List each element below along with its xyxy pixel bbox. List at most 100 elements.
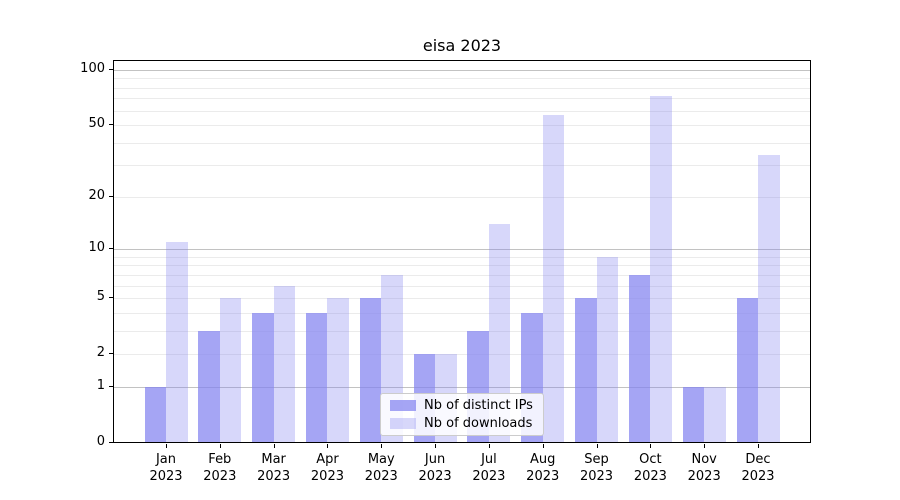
y-tick-50 [109,124,113,126]
y-tick-5 [109,297,113,299]
y-tick-10 [109,248,113,250]
x-tick-year: 2023 [579,469,614,484]
x-tick-mar [273,444,275,448]
bar-distinct-ips-nov [682,386,705,442]
legend-item-distinct-ips: Nb of distinct IPs [390,398,543,413]
bar-downloads-jul [488,224,511,442]
gridline-major-100 [114,69,810,71]
x-tick-month: May [367,452,395,467]
x-tick-label-jun: Jun 2023 [403,451,467,485]
x-tick-year: 2023 [472,469,506,484]
y-tick-1 [109,385,113,387]
gridline-minor-80 [114,87,810,89]
gridline-minor-50 [114,125,810,127]
x-tick-dec [758,444,759,448]
x-tick-year: 2023 [310,469,344,484]
gridline-minor-70 [114,98,810,100]
x-tick-label-apr: Apr 2023 [295,451,359,485]
x-tick-month: Mar [261,452,286,467]
x-tick-may [381,444,383,448]
gridline-minor-60 [114,110,810,112]
y-tick-label-20: 20 [88,187,105,203]
x-tick-year: 2023 [418,469,452,484]
x-tick-month: Apr [316,452,339,467]
x-tick-month: Jan [155,452,177,467]
plot-area [113,60,811,443]
gridline-minor-7 [114,274,810,276]
y-tick-label-0: 0 [96,434,105,449]
gridline-minor-90 [114,78,810,80]
x-tick-month: Feb [208,452,232,467]
y-tick-20 [109,195,113,197]
x-tick-year: 2023 [526,469,560,484]
x-tick-month: Jul [481,452,497,467]
gridline-minor-2 [114,354,810,356]
gridline-minor-6 [114,285,810,287]
x-tick-year: 2023 [364,469,398,484]
x-tick-month: Dec [745,452,771,467]
x-tick-label-feb: Feb 2023 [188,451,252,485]
x-tick-year: 2023 [687,469,721,484]
x-tick-jul [488,444,490,448]
x-tick-sep [596,444,598,448]
y-tick-label-100: 100 [80,60,105,76]
bar-downloads-nov [704,386,726,442]
x-tick-month: Oct [639,452,662,467]
x-tick-jan [166,444,167,448]
legend-label: Nb of downloads [424,416,533,431]
gridline-minor-5 [114,298,810,300]
legend-swatch-distinct-ips [390,400,416,411]
x-tick-year: 2023 [633,469,667,484]
legend-item-downloads: Nb of downloads [390,416,543,431]
x-tick-aug [542,444,544,448]
x-tick-label-jul: Jul 2023 [457,451,521,485]
x-tick-year: 2023 [203,469,237,484]
x-tick-year: 2023 [149,469,183,484]
bar-downloads-jan [166,242,188,442]
bar-downloads-dec [758,155,780,442]
bar-downloads-feb [219,298,242,442]
x-tick-month: Jun [424,452,446,467]
x-tick-oct [650,444,652,448]
y-tick-label-10: 10 [88,240,105,256]
bar-downloads-aug [542,114,565,442]
legend-swatch-downloads [390,418,416,429]
legend: Nb of distinct IPs Nb of downloads [380,393,544,436]
gridline-minor-30 [114,165,810,167]
x-tick-label-sep: Sep 2023 [565,451,629,485]
y-tick-label-1: 1 [96,377,105,393]
x-tick-feb [219,444,221,448]
bar-downloads-mar [273,285,296,442]
gridline-minor-20 [114,196,810,198]
gridline-minor-3 [114,330,810,332]
bar-distinct-ips-dec [736,298,758,442]
bar-distinct-ips-apr [305,312,328,442]
x-tick-jun [435,444,437,448]
y-tick-label-5: 5 [96,289,105,305]
bar-distinct-ips-sep [575,298,597,442]
x-tick-label-oct: Oct 2023 [618,451,682,485]
y-tick-label-50: 50 [88,116,105,132]
x-tick-apr [327,444,329,448]
bar-downloads-sep [596,256,619,442]
x-tick-label-aug: Aug 2023 [511,451,575,485]
bar-distinct-ips-oct [628,274,651,442]
bar-downloads-oct [650,96,672,442]
gridline-major-10 [114,249,810,251]
bar-distinct-ips-may [359,298,382,442]
bar-distinct-ips-feb [198,330,220,442]
x-tick-year: 2023 [257,469,291,484]
x-tick-label-dec: Dec 2023 [726,451,790,485]
chart-title: eisa 2023 [422,36,502,55]
bar-distinct-ips-mar [252,312,274,442]
x-tick-month: Sep [584,452,609,467]
y-tick-label-2: 2 [96,345,105,361]
y-tick-100 [109,68,113,70]
x-tick-month: Aug [530,452,556,467]
x-tick-year: 2023 [741,469,775,484]
bar-distinct-ips-jan [144,386,166,442]
legend-label: Nb of distinct IPs [424,398,533,413]
x-tick-label-may: May 2023 [349,451,413,485]
x-tick-label-jan: Jan 2023 [134,451,198,485]
